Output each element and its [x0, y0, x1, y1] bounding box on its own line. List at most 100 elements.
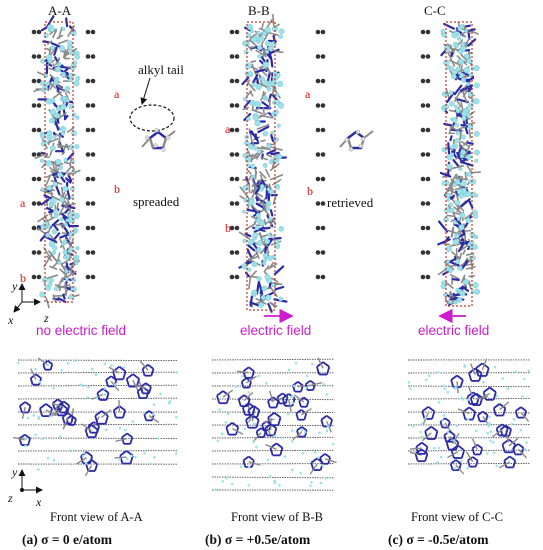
electrode-atom	[36, 274, 42, 280]
electrode-atom	[90, 176, 96, 182]
bond	[459, 198, 471, 209]
electrode-layer	[211, 358, 335, 361]
front-ring-bond	[279, 447, 284, 456]
front-ring-bond	[421, 406, 429, 413]
electrode-atom	[85, 176, 91, 182]
front-tail-bond	[471, 438, 478, 450]
panel-a-field-label: no electric field	[36, 323, 126, 338]
electrode-atom	[425, 176, 431, 182]
front-hydrogen-atom	[226, 412, 230, 416]
hydrogen-atom	[60, 103, 67, 110]
bond	[54, 183, 61, 196]
front-ring-bond	[424, 431, 429, 440]
front-ring-bond	[450, 379, 455, 388]
bond	[464, 171, 468, 182]
bond	[268, 32, 279, 36]
hydrogen-atom	[59, 45, 66, 52]
bond	[453, 84, 463, 96]
hydrogen-atom	[154, 128, 159, 133]
tail-bond	[363, 130, 374, 139]
bond	[262, 201, 265, 208]
front-ring-bond	[301, 426, 308, 432]
hydrogen-atom	[458, 58, 464, 65]
front-tail-bond	[76, 457, 87, 465]
front-ring-bond	[303, 396, 310, 402]
front-hydrogen-atom	[489, 439, 492, 442]
front-tail-bond	[118, 399, 121, 412]
hydrogen-atom	[271, 283, 276, 287]
front-ring-bond	[126, 432, 133, 439]
bond	[251, 63, 257, 75]
front-hydrogen-atom	[331, 443, 335, 446]
bond	[259, 232, 263, 242]
bond	[468, 280, 472, 290]
front-hydrogen-atom	[247, 465, 251, 469]
front-ring-bond	[112, 410, 117, 418]
electrode-atom	[31, 78, 37, 84]
front-hydrogen-atom	[59, 435, 62, 438]
hydrogen-atom	[257, 54, 262, 59]
electrode-atom	[31, 103, 37, 108]
bond	[57, 26, 63, 39]
front-ring-bond	[85, 463, 90, 472]
front-hydrogen-atom	[453, 467, 457, 470]
hydrogen-atom	[69, 144, 73, 148]
front-ring-bond	[52, 398, 59, 404]
hydrogen-atom	[473, 65, 480, 72]
front-ring-bond	[269, 447, 274, 456]
front-hydrogen-atom	[252, 422, 256, 426]
front-hydrogen-atom	[522, 377, 526, 381]
electrode-atom	[420, 176, 426, 182]
bond	[447, 264, 457, 268]
hydrogen-atom	[446, 197, 451, 202]
front-hydrogen-atom	[87, 385, 90, 389]
front-ring-bond	[297, 381, 304, 387]
front-ring-bond	[462, 411, 467, 420]
front-hydrogen-atom	[103, 387, 107, 390]
front-hydrogen-atom	[299, 471, 302, 475]
bond	[452, 158, 461, 169]
hydrogen-atom	[456, 217, 461, 222]
front-ring-bond	[430, 425, 438, 433]
front-ring-bond	[216, 390, 224, 397]
hydrogen-atom	[474, 158, 479, 163]
front-tail-bond	[252, 432, 262, 443]
panel-b-molecule-slab	[238, 13, 288, 313]
front-hydrogen-atom	[292, 384, 296, 388]
bond	[239, 186, 249, 198]
front-tail-bond	[139, 360, 149, 371]
front-hydrogen-atom	[461, 398, 465, 401]
panel-c-front-view: Front view of C-C (c) σ = -0.5e/atom	[388, 358, 531, 547]
front-hydrogen-atom	[291, 401, 294, 405]
electrode-atom	[315, 201, 321, 206]
front-ring-bond	[468, 372, 473, 382]
electrode-atom	[229, 127, 235, 133]
bond	[460, 141, 469, 147]
front-hydrogen-atom	[131, 420, 135, 423]
electrode-atom	[425, 29, 431, 35]
bond	[457, 88, 469, 94]
front-hydrogen-atom	[34, 433, 37, 437]
front-ring-bond	[113, 405, 120, 412]
bond	[448, 260, 462, 268]
panel-a-front-view: y z x Front view of A-A (a) σ = 0 e/atom	[7, 357, 179, 547]
front-ring-bond	[87, 421, 95, 427]
front-ring-bond	[431, 411, 436, 420]
electrode-atom	[234, 201, 240, 206]
hydrogen-atom	[57, 62, 62, 67]
bond	[246, 90, 253, 97]
front-ring-bond	[57, 405, 62, 413]
electrode-atom	[234, 78, 240, 84]
front-ring-bond	[18, 438, 23, 446]
hydrogen-atom	[64, 269, 69, 274]
front-tail-bond	[70, 408, 75, 421]
front-ring-bond	[305, 400, 310, 408]
bond	[460, 274, 466, 284]
front-ring-bond	[145, 382, 152, 388]
electrode-layer	[407, 385, 531, 388]
hydrogen-atom	[459, 72, 465, 78]
alkyl-tail-annotation: alkyl tail	[138, 62, 184, 77]
hydrogen-atom	[254, 119, 261, 127]
bond	[252, 74, 259, 84]
front-ring-bond	[501, 423, 509, 430]
